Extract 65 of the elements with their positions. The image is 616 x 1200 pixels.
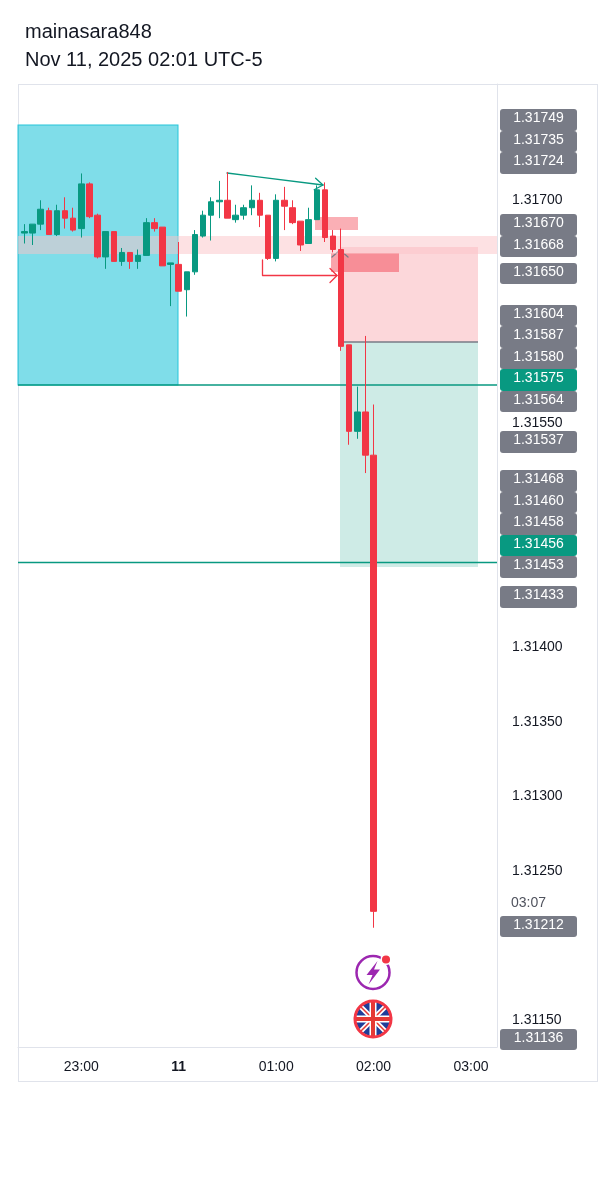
candlestick [200,210,206,239]
y-tick-label: 1.31700 [512,190,563,207]
candlestick [322,181,328,243]
candlestick [70,207,76,233]
y-tick-label: 1.31300 [512,787,563,804]
y-tick-label: 1.31350 [512,712,563,729]
candlestick [135,248,141,270]
candlestick [281,186,288,231]
candlestick [167,262,174,307]
x-tick-label: 23:00 [63,1058,100,1074]
text: 1.31604 [513,304,564,321]
candlestick [216,180,223,219]
text: 1.31460 [513,491,564,508]
candlestick [184,271,190,318]
y-tick-label: 1.31250 [512,861,563,878]
candlestick [127,251,133,270]
text: 1.31212 [513,915,564,932]
x-tick-label: 11 [171,1058,187,1074]
text: 1.31564 [513,390,564,407]
candlestick [257,192,263,228]
x-tick-label: 01:00 [258,1058,294,1074]
x-tick-label: 02:00 [356,1058,392,1074]
text: 1.31735 [513,130,564,147]
text: 1.31650 [513,262,564,279]
text: 1.31580 [513,347,564,364]
candlestick [78,172,85,239]
candlestick [111,231,117,262]
y-tick-label: 1.31400 [512,638,563,654]
candlestick [46,207,52,236]
candlestick [330,229,336,253]
candlestick [175,241,182,292]
candlestick [102,231,109,270]
x-tick-label: 03:00 [453,1058,489,1074]
text: 1.31433 [513,586,564,603]
candlestick [208,196,214,242]
text: 1.31136 [513,1028,564,1045]
candlestick [192,229,198,276]
y-tick-label: 1.31550 [512,414,563,431]
text: 03:07 [511,894,547,910]
text: 1.31458 [513,513,564,530]
y-tick-label: 1.31150 [512,1010,562,1027]
candlestick [273,193,279,262]
chart-subtitle: Nov 11, 2025 02:01 UTC-5 [25,48,263,70]
candlestick [62,196,68,230]
text: 1.31468 [513,470,564,487]
text: 1.31670 [513,214,564,231]
candlestick [265,214,271,261]
candlestick [338,228,344,352]
candlestick [54,204,60,237]
text: 1.31724 [513,152,564,169]
candlestick [249,184,255,216]
ref-line-label: 1.31456 [513,534,564,551]
text: 1.31537 [513,431,564,448]
text: 1.31453 [513,556,564,573]
text: 1.31668 [513,235,564,252]
candlestick [314,184,320,221]
candlestick [143,217,150,256]
text: 1.31587 [513,326,564,343]
candlestick [305,207,312,245]
candlestick [119,247,125,267]
ref-line-label: 1.31575 [513,369,564,386]
text: 1.31749 [513,109,564,126]
candlestick [346,344,352,446]
chart-title: mainasara848 [25,20,152,42]
candlestick [224,171,231,219]
